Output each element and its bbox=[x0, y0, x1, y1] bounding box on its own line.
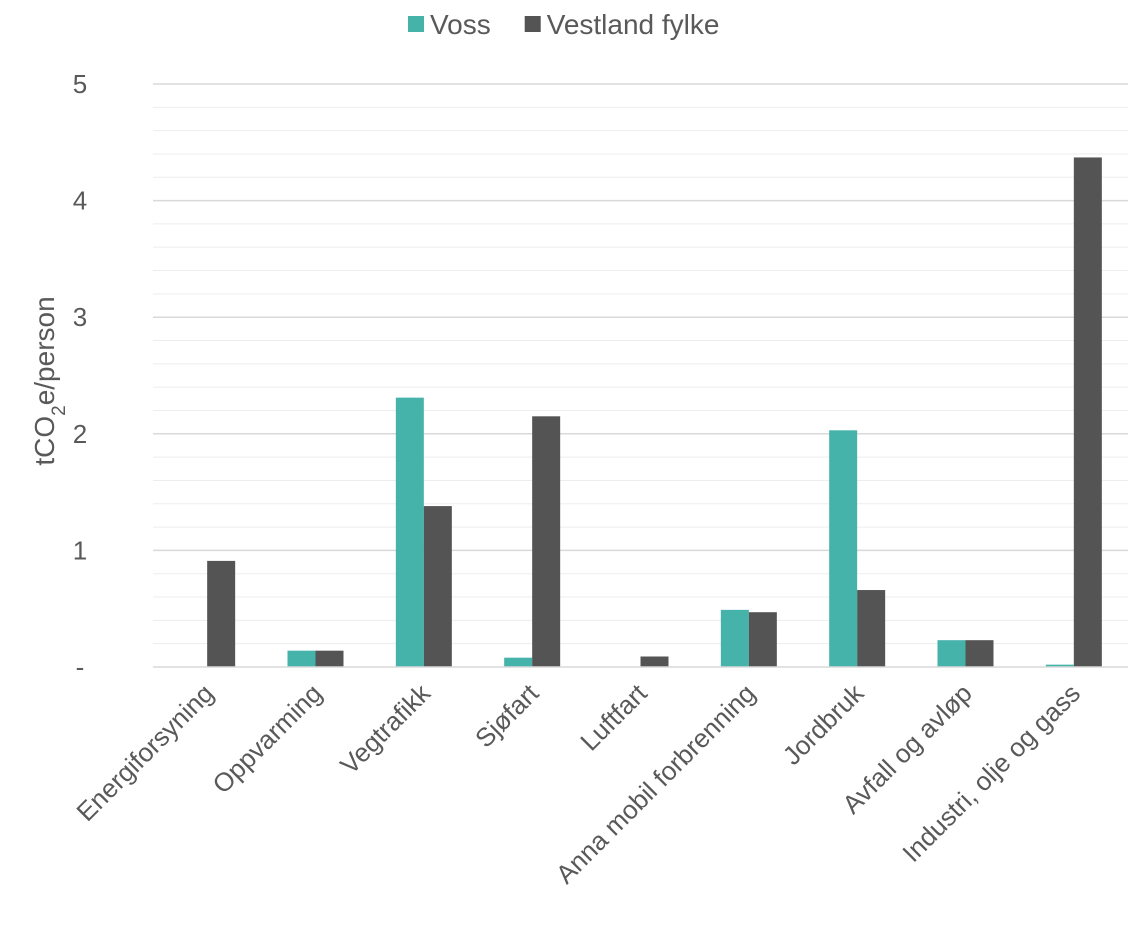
legend-swatch bbox=[408, 16, 424, 32]
bar-vestland-fylke-8 bbox=[1073, 157, 1102, 667]
y-tick-label: 2 bbox=[73, 419, 87, 449]
bar-voss-2 bbox=[395, 397, 424, 667]
bar-vestland-fylke-6 bbox=[857, 590, 886, 667]
gridlines bbox=[153, 83, 1128, 645]
x-category-label: Industri, olje og gass bbox=[896, 678, 1086, 868]
y-axis-title-prefix: tCO bbox=[29, 416, 60, 466]
y-axis-title-subscript: 2 bbox=[49, 405, 70, 416]
x-category-label: Vegtrafikk bbox=[334, 677, 437, 780]
y-tick-label: - bbox=[76, 652, 85, 682]
bar-vestland-fylke-7 bbox=[965, 640, 994, 667]
x-category-label: Jordbruk bbox=[777, 677, 870, 770]
x-category-label: Luftfart bbox=[574, 677, 653, 756]
y-tick-label: 4 bbox=[73, 186, 87, 216]
y-tick-label: 5 bbox=[73, 69, 87, 99]
y-axis-title-suffix: e/person bbox=[29, 296, 60, 405]
legend-swatch bbox=[524, 16, 541, 32]
bar-vestland-fylke-5 bbox=[748, 612, 777, 667]
x-category-label: Anna mobil forbrenning bbox=[550, 678, 761, 889]
y-axis-title: tCO2e/person bbox=[29, 296, 70, 465]
bar-voss-6 bbox=[829, 430, 858, 667]
legend-label: Voss bbox=[430, 9, 491, 40]
bar-vestland-fylke-1 bbox=[315, 650, 344, 667]
bar-voss-5 bbox=[720, 609, 749, 667]
y-tick-label: 3 bbox=[73, 302, 87, 332]
legend-label: Vestland fylke bbox=[547, 9, 720, 40]
y-axis-tick-labels: - 1 2 3 4 5 bbox=[73, 69, 87, 682]
bar-vestland-fylke-4 bbox=[640, 656, 669, 667]
legend: Voss Vestland fylke bbox=[408, 9, 719, 40]
x-category-label: Oppvarming bbox=[206, 678, 327, 799]
bar-vestland-fylke-0 bbox=[207, 560, 236, 667]
bars bbox=[207, 157, 1102, 667]
bar-vestland-fylke-2 bbox=[423, 506, 452, 667]
bar-voss-7 bbox=[937, 640, 966, 667]
bar-voss-3 bbox=[504, 657, 533, 667]
bar-voss-1 bbox=[287, 650, 316, 667]
y-tick-label: 1 bbox=[73, 535, 87, 565]
x-category-label: Energiforsyning bbox=[70, 678, 219, 827]
x-category-label: Sjøfart bbox=[469, 677, 545, 753]
bar-voss-8 bbox=[1045, 664, 1074, 667]
bar-vestland-fylke-3 bbox=[532, 416, 561, 667]
